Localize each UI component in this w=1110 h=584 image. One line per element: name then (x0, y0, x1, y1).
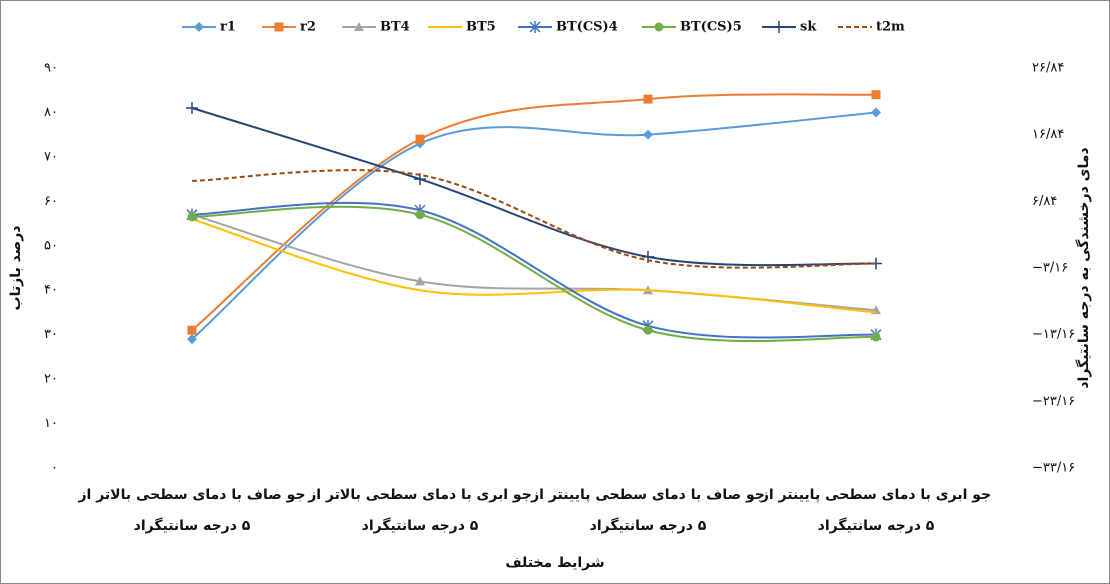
marker (187, 212, 197, 222)
legend-label: BT5 (466, 20, 496, 35)
marker (871, 90, 881, 100)
marker (643, 94, 653, 104)
marker (654, 22, 664, 32)
y2-tick-label: −۳۳/۱۶ (1032, 461, 1075, 476)
y-tick-label: ۲۰ (44, 372, 58, 387)
marker (415, 276, 425, 286)
marker (773, 21, 785, 33)
y-tick-label: ۹۰ (44, 61, 58, 76)
y-tick-label: ۰ (51, 461, 58, 476)
marker (643, 129, 653, 140)
y2-tick-label: ۲۶/۸۴ (1032, 61, 1064, 76)
series-line (191, 107, 877, 267)
legend-label: BT(CS)5 (680, 20, 742, 35)
x-tick-label: جو ابری با دمای سطحی پایینتر از (760, 487, 991, 503)
x-tick-label: جو صاف با دمای سطحی پایینتر از (530, 487, 765, 503)
series-line (191, 169, 877, 269)
x-tick-label: جو ابری با دمای سطحی بالاتر از (307, 487, 532, 503)
y2-tick-label: ۱۶/۸۴ (1032, 127, 1064, 142)
marker (354, 22, 364, 31)
series-line (191, 218, 877, 314)
x-tick-label: ۵ درجه سانتیگراد (362, 517, 479, 534)
marker (871, 332, 881, 342)
y2-tick-label: ۶/۸۴ (1032, 194, 1057, 209)
series-line (191, 93, 877, 331)
y-tick-label: ۱۰ (44, 416, 58, 431)
marker (643, 325, 653, 335)
legend-label: BT(CS)4 (556, 20, 618, 35)
y2-axis-title: دمای درخشندگی به درجه سانتیگراد (1075, 147, 1092, 388)
series-line (191, 201, 877, 339)
y-tick-label: ۶۰ (44, 194, 58, 209)
marker (871, 107, 881, 118)
x-tick-label: ۵ درجه سانتیگراد (818, 517, 935, 534)
y-tick-label: ۵۰ (44, 238, 58, 253)
marker (274, 22, 284, 32)
x-axis-title: شرایط مختلف (505, 555, 604, 571)
legend-label: BT4 (380, 20, 410, 35)
legend-label: sk (800, 20, 817, 35)
marker (415, 134, 425, 144)
marker (529, 21, 541, 33)
y-tick-label: ۸۰ (44, 105, 58, 120)
x-tick-label: ۵ درجه سانتیگراد (134, 517, 251, 534)
marker (415, 210, 425, 220)
y2-tick-label: −۳/۱۶ (1032, 261, 1068, 276)
y-axis-title: درصد بازتاب (8, 226, 24, 311)
y2-tick-label: −۲۳/۱۶ (1032, 394, 1075, 409)
y-tick-label: ۴۰ (44, 283, 58, 298)
series-line (191, 205, 877, 343)
marker (194, 22, 204, 32)
marker (187, 325, 197, 335)
legend-label: t2m (876, 20, 905, 35)
y-tick-label: ۷۰ (44, 149, 58, 164)
marker (186, 102, 198, 114)
x-tick-label: جو صاف با دمای سطحی بالاتر از (77, 487, 305, 503)
y2-tick-label: −۱۳/۱۶ (1032, 327, 1075, 342)
y-tick-label: ۳۰ (44, 327, 58, 342)
x-tick-label: ۵ درجه سانتیگراد (590, 517, 707, 534)
marker (187, 334, 197, 345)
legend-label: r2 (300, 20, 316, 35)
legend-label: r1 (220, 20, 236, 35)
